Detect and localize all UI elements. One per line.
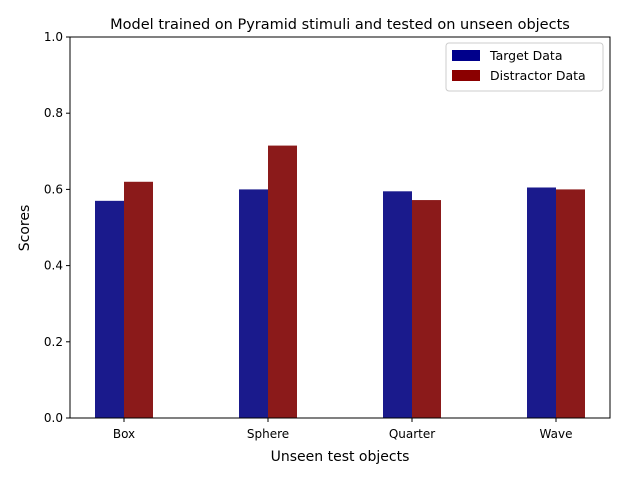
legend-swatch [452,70,480,81]
y-tick-label: 0.8 [44,106,63,120]
bar-distractor-data-box [124,181,153,418]
y-tick-label: 0.6 [44,182,63,196]
y-tick-label: 1.0 [44,30,63,44]
x-axis-label: Unseen test objects [271,449,410,465]
bar-target-data-wave [527,187,556,418]
legend: Target Data Distractor Data [445,42,604,92]
y-tick-label: 0.2 [44,335,63,349]
bar-target-data-quarter [383,191,412,418]
y-axis-label: Scores [17,205,33,252]
bar-target-data-sphere [239,189,268,418]
x-tick-label: Sphere [247,427,289,441]
x-tick-label: Wave [540,427,573,441]
y-tick-label: 0.4 [44,259,63,273]
legend-box [445,42,604,92]
bar-distractor-data-quarter [412,200,441,418]
x-tick-label: Quarter [389,427,435,441]
legend-label: Target Data [489,48,563,63]
legend-label: Distractor Data [490,68,586,83]
bar-distractor-data-wave [556,189,585,418]
y-tick-label: 0.0 [44,411,63,425]
bar-distractor-data-sphere [268,145,297,418]
x-tick-label: Box [113,427,135,441]
chart-title: Model trained on Pyramid stimuli and tes… [110,17,570,33]
bar-target-data-box [95,200,124,418]
plot-area: 0.0 0.2 0.4 0.6 0.8 1.0 Box Sphere Quarter Wave [44,30,611,441]
plot-frame [69,36,611,419]
legend-swatch [452,50,480,61]
